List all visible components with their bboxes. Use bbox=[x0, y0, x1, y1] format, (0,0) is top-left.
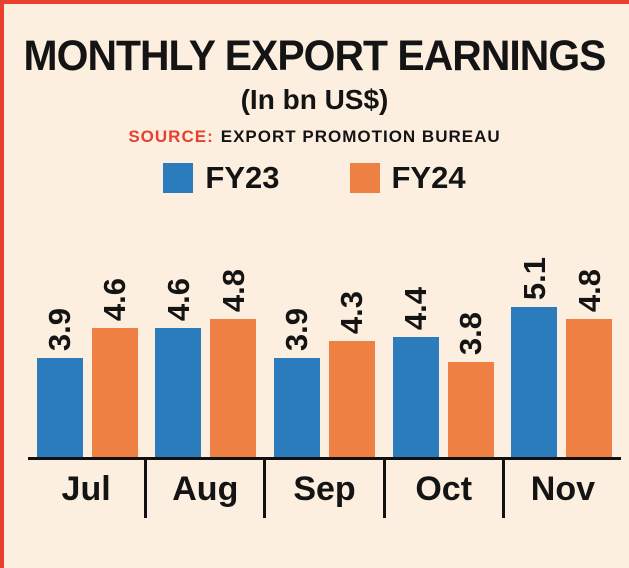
legend: FY23 FY24 bbox=[0, 160, 629, 196]
bar-unit-fy23-nov: 5.1 bbox=[511, 256, 558, 457]
chart-title: MONTHLY EXPORT EARNINGS bbox=[23, 32, 607, 80]
bar-value-label: 5.1 bbox=[516, 256, 552, 300]
bar-group-nov: 5.1 4.8 bbox=[502, 257, 621, 457]
bar-value-label: 3.9 bbox=[42, 307, 78, 351]
source-label: SOURCE: bbox=[128, 127, 214, 146]
bar-group-aug: 4.6 4.8 bbox=[147, 269, 266, 457]
bar-fy23-sep bbox=[273, 358, 320, 457]
bar-unit-fy24-oct: 3.8 bbox=[447, 311, 494, 457]
bar-value-label: 4.8 bbox=[215, 268, 251, 312]
bar-fy24-jul bbox=[91, 328, 138, 457]
bar-unit-fy24-aug: 4.8 bbox=[210, 268, 257, 457]
bar-value-label: 4.6 bbox=[97, 277, 133, 321]
x-label-sep: Sep bbox=[263, 460, 382, 518]
bar-value-label: 3.8 bbox=[453, 311, 489, 355]
bar-group-sep: 3.9 4.3 bbox=[265, 291, 384, 457]
bar-unit-fy23-sep: 3.9 bbox=[273, 307, 320, 457]
bar-value-label: 4.4 bbox=[398, 286, 434, 330]
legend-label: FY23 bbox=[205, 160, 280, 195]
left-red-rule bbox=[0, 0, 4, 568]
x-label-jul: Jul bbox=[61, 469, 111, 508]
bar-unit-fy24-sep: 4.3 bbox=[328, 290, 375, 457]
source-value: EXPORT PROMOTION BUREAU bbox=[220, 127, 501, 146]
bar-unit-fy23-jul: 3.9 bbox=[36, 307, 83, 457]
source-line: SOURCE: EXPORT PROMOTION BUREAU bbox=[0, 127, 629, 147]
bar-value-label: 4.3 bbox=[334, 290, 370, 334]
bar-value-label: 4.8 bbox=[571, 268, 607, 312]
bar-group-oct: 4.4 3.8 bbox=[384, 287, 503, 457]
bar-value-label: 3.9 bbox=[279, 307, 315, 351]
top-red-rule bbox=[0, 0, 629, 4]
bar-fy23-oct bbox=[392, 337, 439, 457]
legend-swatch-fy23 bbox=[163, 163, 194, 193]
legend-swatch-fy24 bbox=[349, 163, 380, 193]
bar-fy23-nov bbox=[511, 307, 558, 457]
bar-unit-fy24-jul: 4.6 bbox=[91, 277, 138, 457]
bar-unit-fy24-nov: 4.8 bbox=[566, 268, 613, 457]
bar-fy23-jul bbox=[36, 358, 83, 457]
legend-entry-fy23: FY23 bbox=[163, 160, 280, 196]
x-label-nov: Nov bbox=[501, 460, 621, 518]
bar-chart: 3.9 4.6 4.6 4.8 3.9 4.3 4.4 3.8 5.1 4.8 bbox=[28, 234, 621, 460]
bar-unit-fy23-oct: 4.4 bbox=[392, 286, 439, 457]
legend-entry-fy24: FY24 bbox=[349, 160, 466, 196]
x-axis-labels: Jul Aug Sep Oct Nov bbox=[28, 460, 621, 518]
bar-fy23-aug bbox=[155, 328, 202, 457]
chart-subtitle: (In bn US$) bbox=[240, 84, 389, 115]
bar-unit-fy23-aug: 4.6 bbox=[155, 277, 202, 457]
x-label-aug: Aug bbox=[144, 460, 263, 518]
legend-label: FY24 bbox=[391, 160, 466, 195]
bar-value-label: 4.6 bbox=[160, 277, 196, 321]
bar-fy24-nov bbox=[566, 319, 613, 457]
bar-fy24-aug bbox=[210, 319, 257, 457]
bar-fy24-sep bbox=[328, 341, 375, 457]
bar-group-jul: 3.9 4.6 bbox=[28, 278, 147, 457]
x-label-oct: Oct bbox=[382, 460, 502, 518]
bar-fy24-oct bbox=[447, 362, 494, 457]
